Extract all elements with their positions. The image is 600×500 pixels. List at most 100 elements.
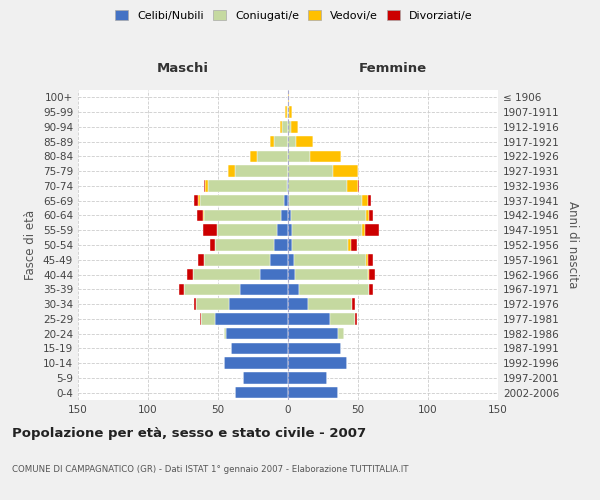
Bar bbox=[368, 254, 373, 266]
Bar bbox=[209, 239, 215, 251]
Bar bbox=[197, 210, 203, 221]
Text: Femmine: Femmine bbox=[359, 62, 427, 75]
Bar bbox=[203, 210, 204, 221]
Bar bbox=[288, 284, 299, 295]
Bar bbox=[200, 313, 201, 324]
Bar bbox=[215, 313, 288, 324]
Bar bbox=[270, 136, 274, 147]
Bar bbox=[235, 166, 288, 177]
Bar bbox=[224, 358, 288, 369]
Bar bbox=[196, 298, 229, 310]
Bar bbox=[187, 269, 193, 280]
Bar bbox=[281, 210, 288, 221]
Bar bbox=[270, 254, 288, 266]
Bar bbox=[295, 269, 368, 280]
Bar bbox=[288, 224, 292, 236]
Bar bbox=[199, 195, 200, 206]
Bar bbox=[289, 106, 292, 118]
Bar bbox=[241, 284, 288, 295]
Bar bbox=[368, 269, 369, 280]
Bar bbox=[287, 180, 288, 192]
Bar bbox=[280, 121, 283, 132]
Bar bbox=[351, 239, 356, 251]
Bar bbox=[179, 284, 184, 295]
Bar bbox=[243, 372, 288, 384]
Bar bbox=[355, 313, 356, 324]
Bar bbox=[291, 210, 367, 221]
Bar bbox=[288, 342, 341, 354]
Bar bbox=[184, 284, 241, 295]
Bar bbox=[288, 254, 293, 266]
Bar bbox=[288, 239, 292, 251]
Bar bbox=[347, 180, 358, 192]
Bar bbox=[288, 269, 295, 280]
Bar bbox=[204, 210, 281, 221]
Bar bbox=[310, 150, 341, 162]
Bar bbox=[193, 269, 260, 280]
Bar bbox=[228, 166, 235, 177]
Bar bbox=[308, 298, 352, 310]
Bar bbox=[199, 254, 204, 266]
Bar bbox=[367, 254, 368, 266]
Bar bbox=[250, 150, 257, 162]
Bar bbox=[230, 342, 288, 354]
Legend: Celibi/Nubili, Coniugati/e, Vedovi/e, Divorziati/e: Celibi/Nubili, Coniugati/e, Vedovi/e, Di… bbox=[111, 6, 477, 25]
Bar bbox=[194, 195, 199, 206]
Bar bbox=[288, 358, 347, 369]
Bar bbox=[215, 239, 274, 251]
Bar bbox=[288, 166, 333, 177]
Bar bbox=[369, 269, 375, 280]
Bar bbox=[292, 239, 348, 251]
Bar bbox=[288, 372, 327, 384]
Bar bbox=[369, 284, 373, 295]
Bar bbox=[201, 313, 215, 324]
Bar bbox=[358, 180, 359, 192]
Bar bbox=[296, 136, 313, 147]
Bar bbox=[194, 298, 196, 310]
Bar bbox=[288, 298, 308, 310]
Y-axis label: Anni di nascita: Anni di nascita bbox=[566, 202, 579, 288]
Bar bbox=[288, 210, 291, 221]
Bar bbox=[288, 313, 330, 324]
Bar bbox=[217, 224, 277, 236]
Bar bbox=[365, 224, 379, 236]
Bar bbox=[288, 180, 347, 192]
Bar bbox=[288, 92, 289, 103]
Bar bbox=[274, 136, 288, 147]
Bar bbox=[277, 224, 288, 236]
Bar bbox=[348, 239, 351, 251]
Bar bbox=[362, 195, 368, 206]
Bar bbox=[288, 150, 310, 162]
Bar bbox=[204, 254, 270, 266]
Bar bbox=[368, 195, 371, 206]
Bar bbox=[299, 284, 369, 295]
Bar bbox=[208, 180, 287, 192]
Bar bbox=[369, 210, 373, 221]
Bar bbox=[288, 121, 291, 132]
Bar bbox=[284, 195, 288, 206]
Bar bbox=[229, 298, 288, 310]
Bar bbox=[289, 195, 362, 206]
Bar bbox=[292, 224, 362, 236]
Bar bbox=[224, 328, 226, 340]
Bar bbox=[330, 313, 355, 324]
Bar bbox=[283, 121, 288, 132]
Text: COMUNE DI CAMPAGNATICO (GR) - Dati ISTAT 1° gennaio 2007 - Elaborazione TUTTITAL: COMUNE DI CAMPAGNATICO (GR) - Dati ISTAT… bbox=[12, 466, 409, 474]
Text: Popolazione per età, sesso e stato civile - 2007: Popolazione per età, sesso e stato civil… bbox=[12, 428, 366, 440]
Bar bbox=[288, 195, 289, 206]
Bar bbox=[205, 180, 208, 192]
Bar bbox=[274, 239, 288, 251]
Text: Maschi: Maschi bbox=[157, 62, 209, 75]
Bar bbox=[291, 121, 298, 132]
Bar bbox=[288, 387, 338, 398]
Bar bbox=[226, 328, 288, 340]
Bar bbox=[333, 166, 358, 177]
Bar bbox=[257, 150, 288, 162]
Bar bbox=[338, 328, 344, 340]
Bar bbox=[204, 180, 205, 192]
Bar bbox=[260, 269, 288, 280]
Bar bbox=[293, 254, 367, 266]
Bar bbox=[287, 106, 288, 118]
Bar bbox=[288, 106, 289, 118]
Bar bbox=[200, 195, 284, 206]
